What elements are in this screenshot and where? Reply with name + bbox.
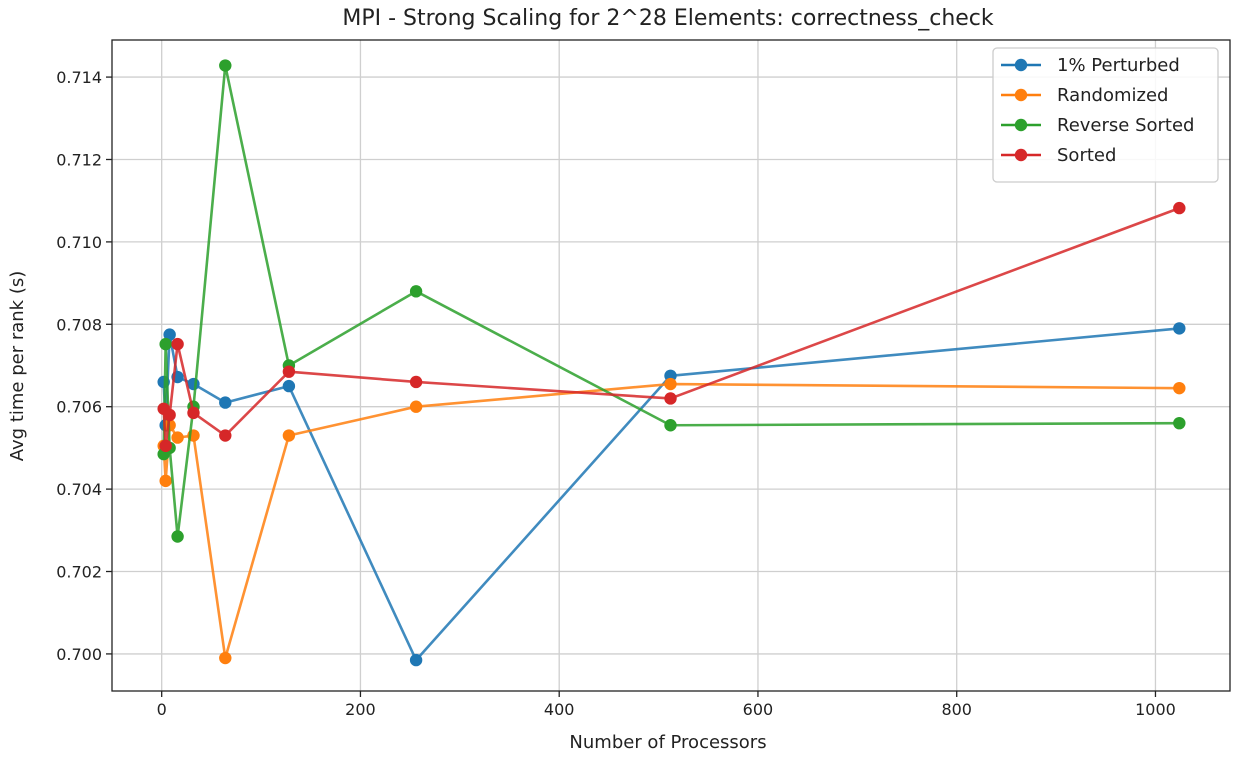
y-tick-label: 0.708 <box>56 315 102 334</box>
data-point <box>409 285 423 298</box>
data-point <box>219 651 232 665</box>
legend-label: 1% Perturbed <box>1057 55 1180 76</box>
data-point <box>1173 381 1186 395</box>
data-point <box>282 429 296 442</box>
chart-title: MPI - Strong Scaling for 2^28 Elements: … <box>342 6 994 31</box>
legend-item: Sorted <box>1001 145 1116 166</box>
data-point <box>664 392 677 405</box>
data-point <box>219 429 232 442</box>
x-axis-label: Number of Processors <box>569 732 766 753</box>
y-tick-label: 0.704 <box>56 480 102 499</box>
legend-item: Randomized <box>1001 85 1168 106</box>
y-tick-label: 0.706 <box>56 398 102 417</box>
data-point <box>171 431 184 444</box>
series-reverse-sorted <box>157 59 1186 543</box>
data-point <box>409 375 423 389</box>
y-axis-label: Avg time per rank (s) <box>7 271 28 461</box>
legend: 1% Perturbed Randomized Reverse Sorted Sort… <box>992 47 1219 183</box>
data-point <box>1173 416 1186 430</box>
y-tick-label: 0.700 <box>56 645 102 664</box>
x-tick-label: 600 <box>743 700 774 719</box>
data-point <box>163 408 176 422</box>
x-tick-label: 1000 <box>1135 700 1176 719</box>
x-tick-label: 200 <box>345 700 376 719</box>
legend-label: Randomized <box>1057 85 1168 106</box>
data-point <box>163 328 176 341</box>
data-point <box>159 439 172 453</box>
y-tick-label: 0.710 <box>56 233 102 252</box>
data-point <box>171 337 184 351</box>
data-point <box>664 419 677 432</box>
data-point <box>1173 201 1186 215</box>
data-point <box>219 396 232 409</box>
data-point <box>664 377 677 391</box>
legend-item: Reverse Sorted <box>1001 115 1194 136</box>
data-point <box>409 400 423 413</box>
legend-item: 1% Perturbed <box>1001 55 1180 76</box>
x-tick-label: 800 <box>941 700 972 719</box>
data-point <box>409 653 423 667</box>
plot-frame <box>111 39 1231 692</box>
legend-label: Reverse Sorted <box>1057 115 1194 136</box>
series-line <box>162 64 1180 538</box>
data-point <box>187 406 200 420</box>
series-line <box>162 206 1180 448</box>
series-sorted <box>157 201 1186 453</box>
legend-marker <box>1014 58 1028 72</box>
data-point <box>282 365 296 378</box>
axis-ticks: 0 200 400 600 800 1000 0.700 0.702 0.704 0.706 0.7… <box>56 68 1176 719</box>
data-point <box>282 379 296 393</box>
legend-marker <box>1014 148 1028 162</box>
data-point <box>159 474 172 488</box>
data-point <box>171 530 184 543</box>
data-point <box>159 337 172 351</box>
legend-marker <box>1014 118 1028 132</box>
y-tick-label: 0.714 <box>56 68 102 87</box>
legend-box <box>992 47 1219 183</box>
x-tick-label: 400 <box>544 700 575 719</box>
y-tick-label: 0.712 <box>56 150 102 169</box>
data-point <box>219 59 232 72</box>
y-tick-label: 0.702 <box>56 563 102 582</box>
legend-marker <box>1014 88 1028 102</box>
data-point <box>1173 322 1186 335</box>
series-layer <box>157 59 1186 667</box>
x-tick-label: 0 <box>157 700 167 719</box>
legend-label: Sorted <box>1057 145 1116 166</box>
